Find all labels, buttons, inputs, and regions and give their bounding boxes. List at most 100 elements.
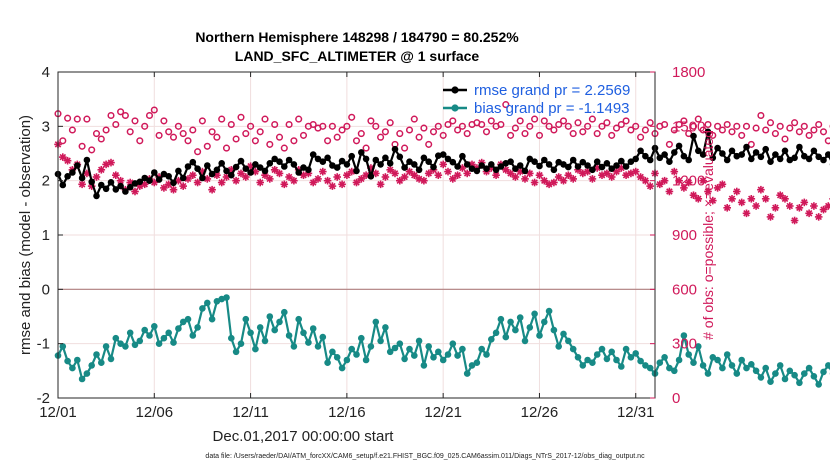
rmse-point [473, 167, 481, 175]
bias-point [632, 350, 639, 357]
bias-point [391, 344, 399, 352]
possible-obs-point [401, 144, 409, 152]
evaluated-obs-point [761, 195, 770, 203]
rmse-point [59, 181, 67, 189]
footnote: data file: /Users/raeder/DAI/ATM_forcXX/… [205, 453, 645, 460]
bias-point [666, 364, 673, 372]
possible-obs-point [608, 131, 616, 139]
bias-point [102, 343, 110, 350]
rmse-point [281, 163, 288, 170]
evaluated-obs-point [665, 187, 674, 196]
possible-obs-point [617, 120, 625, 129]
evaluated-obs-point [290, 176, 298, 185]
legend-rmse-marker [451, 86, 459, 94]
rmse-point [675, 142, 683, 150]
evaluated-obs-point [680, 184, 688, 192]
rmse-point [463, 161, 471, 168]
evaluated-obs-point [646, 182, 655, 190]
rmse-point [107, 179, 115, 186]
bias-point [685, 351, 692, 358]
possible-obs-point [723, 120, 731, 129]
bias-point [560, 330, 567, 338]
possible-obs-point [68, 126, 76, 134]
evaluated-obs-point [708, 196, 717, 205]
y-tick-label: 3 [42, 118, 50, 135]
x-tick-label: 12/01 [39, 404, 77, 421]
bias-point [748, 361, 755, 368]
possible-obs-point [766, 119, 775, 127]
possible-obs-point [247, 122, 255, 130]
rmse-point [430, 163, 437, 171]
bias-point [767, 378, 774, 386]
evaluated-obs-point [535, 171, 544, 179]
bias-point [622, 345, 630, 353]
evaluated-obs-point [232, 176, 240, 185]
legend-bias-label: bias grand pr = -1.1493 [474, 100, 630, 117]
possible-obs-point [309, 120, 317, 129]
bias-point [507, 318, 514, 326]
x-tick-label: 12/21 [424, 404, 462, 421]
rmse-point [353, 167, 360, 175]
rmse-point [507, 158, 514, 165]
evaluated-obs-point [603, 169, 611, 178]
rmse-point [151, 169, 158, 176]
bias-point [752, 367, 760, 375]
rmse-point [208, 170, 216, 178]
possible-obs-point [718, 126, 726, 134]
possible-obs-point [550, 126, 558, 134]
rmse-point [439, 151, 447, 158]
possible-obs-point [458, 122, 466, 130]
rmse-point [425, 158, 433, 165]
bias-point [738, 356, 745, 364]
x-tick-label: 12/16 [328, 404, 366, 421]
possible-obs-point [704, 120, 712, 129]
rmse-point [526, 155, 534, 163]
possible-obs-point [386, 119, 394, 127]
evaluated-obs-point [675, 176, 683, 185]
bias-point [545, 307, 553, 315]
possible-obs-point [271, 120, 279, 129]
rmse-point [165, 173, 172, 180]
rmse-point [83, 156, 91, 164]
possible-obs-point [535, 131, 544, 139]
possible-obs-point [290, 137, 298, 145]
rmse-point [391, 145, 399, 153]
bias-point [565, 337, 572, 345]
evaluated-obs-point [189, 171, 197, 179]
rmse-point [295, 169, 303, 176]
rmse-point [772, 151, 779, 158]
possible-obs-point [661, 120, 669, 129]
rmse-point [560, 161, 567, 168]
bias-point [598, 345, 606, 353]
possible-obs-point [757, 111, 765, 120]
possible-obs-point [463, 130, 471, 138]
bias-point [411, 352, 418, 359]
rmse-point [189, 158, 197, 166]
possible-obs-point [78, 142, 86, 150]
rmse-point [324, 154, 331, 162]
bias-point [473, 359, 481, 367]
evaluated-obs-point [771, 204, 780, 212]
bias-point [396, 340, 404, 348]
evaluated-obs-point [814, 213, 823, 221]
possible-obs-point [627, 126, 635, 134]
bias-point [483, 351, 490, 358]
possible-obs-point [92, 130, 101, 138]
rmse-point [102, 185, 110, 193]
bias-point [252, 345, 259, 353]
possible-obs-point [689, 122, 698, 130]
evaluated-obs-point [314, 175, 322, 183]
possible-obs-point [637, 133, 645, 141]
bias-point [550, 326, 558, 334]
bias-point [107, 355, 115, 363]
evaluated-obs-point [550, 178, 558, 187]
possible-obs-point [603, 119, 611, 127]
rmse-point [242, 165, 250, 172]
rmse-point [406, 158, 413, 165]
rmse-point [661, 151, 668, 158]
possible-obs-point [352, 137, 361, 145]
rmse-point [637, 147, 644, 155]
rmse-point [593, 158, 601, 165]
possible-obs-point [275, 133, 284, 141]
bias-point [439, 356, 447, 364]
